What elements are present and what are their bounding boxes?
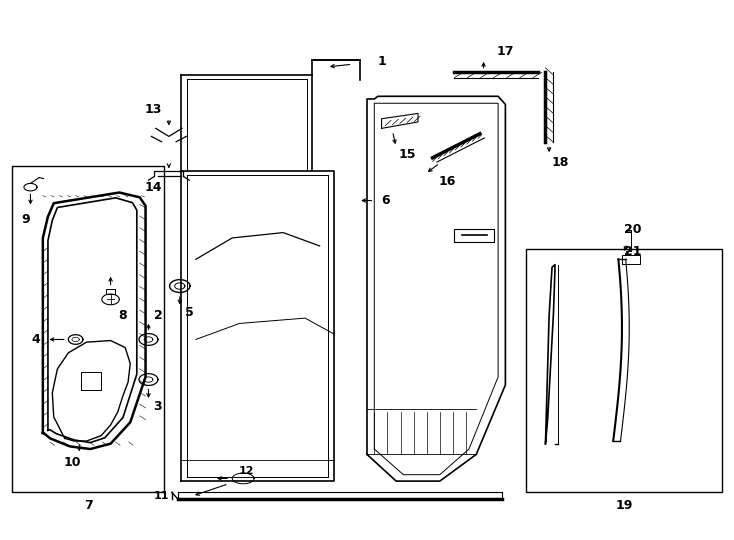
Bar: [12, 166, 164, 492]
Text: 21: 21: [624, 245, 642, 258]
Text: 18: 18: [551, 156, 569, 168]
Text: 16: 16: [438, 176, 456, 188]
Text: 10: 10: [63, 456, 81, 469]
Text: 17: 17: [497, 45, 514, 58]
Text: 8: 8: [119, 309, 127, 322]
Text: 11: 11: [154, 490, 170, 501]
Text: 5: 5: [185, 306, 194, 319]
Text: 15: 15: [399, 147, 416, 160]
Text: 19: 19: [615, 498, 633, 512]
Text: 14: 14: [145, 181, 162, 194]
Text: 1: 1: [377, 55, 386, 68]
Text: 3: 3: [153, 400, 162, 413]
Text: 4: 4: [31, 333, 40, 346]
Text: 7: 7: [84, 498, 92, 512]
Text: 12: 12: [239, 466, 255, 476]
Text: 20: 20: [624, 224, 642, 237]
Text: 2: 2: [153, 309, 162, 322]
Text: 13: 13: [145, 103, 162, 116]
Text: 6: 6: [381, 194, 390, 207]
Bar: [526, 248, 722, 492]
Text: 9: 9: [21, 213, 29, 226]
